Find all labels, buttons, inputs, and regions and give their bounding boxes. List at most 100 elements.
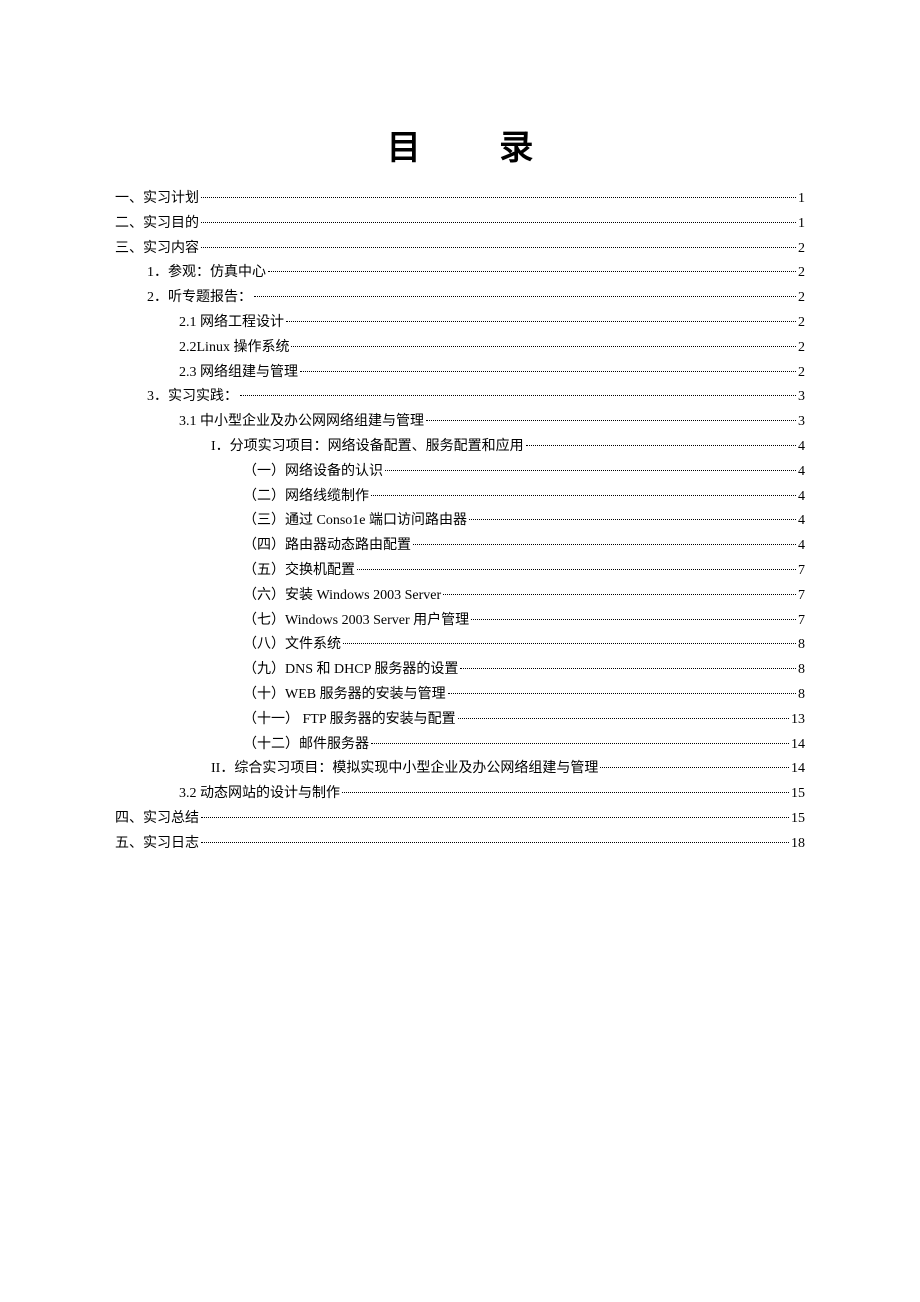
toc-entry-label: （八）文件系统 [243, 633, 341, 657]
toc-entry-label: 四、实习总结 [115, 807, 199, 831]
toc-entry-label: 一、实习计划 [115, 187, 199, 211]
toc-entry-label: 2.2Linux 操作系统 [179, 336, 289, 360]
toc-leader-dots [343, 643, 796, 644]
toc-entry-label: 五、实习日志 [115, 832, 199, 856]
toc-entry-page: 4 [798, 534, 805, 558]
toc-entry-label: （二）网络线缆制作 [243, 485, 369, 509]
toc-row: 三、实习内容2 [115, 237, 805, 261]
toc-entry-page: 14 [791, 757, 805, 781]
toc-leader-dots [600, 767, 789, 768]
toc-entry-page: 15 [791, 807, 805, 831]
toc-entry-page: 1 [798, 212, 805, 236]
toc-leader-dots [460, 668, 796, 669]
table-of-contents: 一、实习计划1二、实习目的1三、实习内容21．参观：仿真中心22．听专题报告：2… [115, 187, 805, 856]
toc-leader-dots [448, 693, 796, 694]
toc-entry-page: 4 [798, 509, 805, 533]
toc-row: 3.2 动态网站的设计与制作 15 [115, 782, 805, 806]
toc-row: （七）Windows 2003 Server 用户管理 7 [115, 609, 805, 633]
toc-entry-page: 8 [798, 633, 805, 657]
toc-entry-page: 2 [798, 311, 805, 335]
toc-entry-label: 2．听专题报告： [147, 286, 252, 310]
toc-row: 2.1 网络工程设计 2 [115, 311, 805, 335]
toc-leader-dots [458, 718, 789, 719]
toc-leader-dots [286, 321, 796, 322]
toc-entry-page: 2 [798, 286, 805, 310]
toc-entry-page: 3 [798, 385, 805, 409]
toc-leader-dots [201, 817, 789, 818]
toc-entry-page: 7 [798, 584, 805, 608]
toc-leader-dots [300, 371, 796, 372]
toc-entry-page: 4 [798, 460, 805, 484]
toc-row: 四、实习总结 15 [115, 807, 805, 831]
toc-entry-page: 2 [798, 261, 805, 285]
toc-leader-dots [240, 395, 796, 396]
toc-leader-dots [268, 271, 796, 272]
toc-row: II．综合实习项目：模拟实现中小型企业及办公网络组建与管理 14 [115, 757, 805, 781]
toc-entry-page: 7 [798, 559, 805, 583]
toc-entry-page: 8 [798, 683, 805, 707]
toc-row: 2.3 网络组建与管理 2 [115, 361, 805, 385]
toc-leader-dots [385, 470, 796, 471]
toc-entry-label: （一）网络设备的认识 [243, 460, 383, 484]
toc-row: （十）WEB 服务器的安装与管理 8 [115, 683, 805, 707]
toc-row: 五、实习日志 18 [115, 832, 805, 856]
toc-row: 3．实习实践： 3 [115, 385, 805, 409]
toc-leader-dots [254, 296, 796, 297]
toc-leader-dots [471, 619, 796, 620]
toc-entry-label: I．分项实习项目：网络设备配置、服务配置和应用 [211, 435, 524, 459]
toc-entry-page: 1 [798, 187, 805, 211]
toc-entry-page: 15 [791, 782, 805, 806]
toc-leader-dots [526, 445, 796, 446]
toc-entry-page: 2 [798, 361, 805, 385]
toc-entry-page: 18 [791, 832, 805, 856]
toc-entry-label: （五）交换机配置 [243, 559, 355, 583]
toc-leader-dots [371, 743, 789, 744]
toc-entry-label: （七）Windows 2003 Server 用户管理 [243, 609, 469, 633]
toc-leader-dots [371, 495, 796, 496]
toc-row: 1．参观：仿真中心2 [115, 261, 805, 285]
document-title: 目 录 [115, 120, 805, 169]
toc-entry-page: 8 [798, 658, 805, 682]
toc-row: 2.2Linux 操作系统 2 [115, 336, 805, 360]
toc-leader-dots [357, 569, 796, 570]
toc-entry-label: 三、实习内容 [115, 237, 199, 261]
toc-entry-label: （十二）邮件服务器 [243, 733, 369, 757]
toc-entry-page: 3 [798, 410, 805, 434]
toc-row: （十二）邮件服务器 14 [115, 733, 805, 757]
toc-entry-label: （十）WEB 服务器的安装与管理 [243, 683, 446, 707]
toc-row: （八）文件系统 8 [115, 633, 805, 657]
toc-entry-label: 二、实习目的 [115, 212, 199, 236]
toc-row: （六）安装 Windows 2003 Server 7 [115, 584, 805, 608]
toc-row: 一、实习计划 1 [115, 187, 805, 211]
toc-entry-page: 13 [791, 708, 805, 732]
toc-entry-label: （六）安装 Windows 2003 Server [243, 584, 441, 608]
toc-row: 二、实习目的 1 [115, 212, 805, 236]
toc-entry-page: 4 [798, 485, 805, 509]
toc-entry-label: （九）DNS 和 DHCP 服务器的设置 [243, 658, 458, 682]
toc-leader-dots [201, 222, 796, 223]
toc-entry-label: （十一） FTP 服务器的安装与配置 [243, 708, 456, 732]
toc-leader-dots [413, 544, 796, 545]
toc-row: （一）网络设备的认识 4 [115, 460, 805, 484]
toc-leader-dots [201, 842, 789, 843]
toc-leader-dots [426, 420, 796, 421]
toc-row: I．分项实习项目：网络设备配置、服务配置和应用 4 [115, 435, 805, 459]
toc-entry-label: 2.1 网络工程设计 [179, 311, 284, 335]
toc-leader-dots [201, 197, 796, 198]
toc-row: （五）交换机配置 7 [115, 559, 805, 583]
toc-entry-page: 4 [798, 435, 805, 459]
toc-entry-label: 2.3 网络组建与管理 [179, 361, 298, 385]
toc-row: 3.1 中小型企业及办公网网络组建与管理 3 [115, 410, 805, 434]
toc-leader-dots [469, 519, 796, 520]
toc-entry-label: 3.1 中小型企业及办公网网络组建与管理 [179, 410, 424, 434]
toc-entry-label: 3．实习实践： [147, 385, 238, 409]
toc-entry-page: 14 [791, 733, 805, 757]
toc-leader-dots [291, 346, 796, 347]
toc-row: （十一） FTP 服务器的安装与配置 13 [115, 708, 805, 732]
toc-leader-dots [342, 792, 789, 793]
toc-entry-label: 3.2 动态网站的设计与制作 [179, 782, 340, 806]
toc-row: （三）通过 Conso1e 端口访问路由器4 [115, 509, 805, 533]
toc-entry-label: II．综合实习项目：模拟实现中小型企业及办公网络组建与管理 [211, 757, 598, 781]
toc-entry-page: 2 [798, 336, 805, 360]
toc-entry-page: 7 [798, 609, 805, 633]
